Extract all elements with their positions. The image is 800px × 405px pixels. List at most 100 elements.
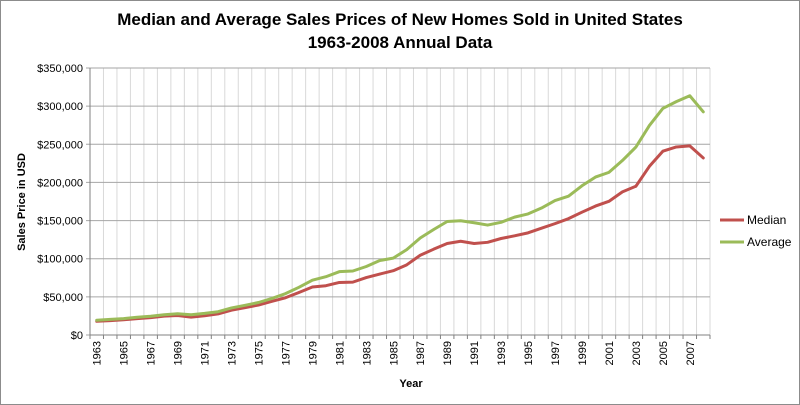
legend-label-median: Median (747, 213, 786, 227)
chart-subtitle: 1963-2008 Annual Data (307, 33, 493, 52)
x-tick-label: 1981 (334, 341, 346, 365)
data-point-average (149, 315, 152, 318)
x-tick-label: 2005 (658, 341, 670, 365)
series-line-median (95, 144, 705, 323)
x-tick-label: 2001 (604, 341, 616, 365)
chart-title-block: Median and Average Sales Prices of New H… (0, 8, 800, 54)
data-point-median (553, 222, 557, 225)
data-point-median (634, 185, 638, 188)
data-point-median (432, 247, 435, 251)
x-tick-label: 1985 (388, 341, 400, 365)
data-point-median (338, 281, 341, 284)
legend-label-average: Average (747, 235, 792, 249)
y-tick-label: $200,000 (37, 177, 83, 189)
data-point-average (621, 159, 624, 162)
data-point-median (607, 200, 611, 203)
data-point-median (702, 156, 705, 160)
data-point-median (297, 291, 301, 294)
data-point-median (513, 234, 516, 238)
x-tick-label: 1975 (253, 341, 265, 365)
data-point-median (445, 242, 449, 245)
x-tick-label: 1991 (469, 341, 481, 365)
x-tick-label: 2003 (631, 341, 643, 365)
y-tick-label: $300,000 (37, 101, 83, 113)
data-point-average (553, 199, 557, 202)
data-point-average (189, 313, 193, 316)
chart-title: Median and Average Sales Prices of New H… (117, 10, 683, 29)
data-point-average (230, 306, 233, 310)
data-point-median (688, 144, 691, 148)
series-line-average (95, 94, 705, 322)
data-point-average (203, 312, 206, 315)
x-tick-label: 1993 (496, 341, 508, 365)
x-tick-label: 1973 (227, 341, 239, 365)
data-point-average (594, 175, 597, 179)
x-axis-title: Year (399, 378, 423, 390)
data-point-average (135, 316, 139, 319)
data-point-average (688, 94, 691, 97)
gridlines (86, 67, 711, 336)
data-point-average (122, 317, 125, 320)
x-tick-label: 1965 (119, 341, 131, 365)
legend: Median Average (720, 213, 792, 249)
data-point-median (567, 217, 570, 220)
data-point-average (162, 313, 166, 316)
data-point-average (499, 221, 503, 224)
data-point-average (513, 215, 516, 219)
x-tick-label: 2007 (685, 341, 697, 365)
data-point-average (176, 312, 179, 315)
data-point-average (580, 184, 584, 187)
data-point-median (365, 276, 368, 279)
data-point-average (297, 286, 301, 289)
data-point-average (540, 206, 543, 210)
data-point-median (216, 312, 220, 316)
data-point-median (419, 254, 422, 257)
data-point-average (661, 107, 665, 110)
data-point-median (540, 227, 543, 230)
x-tick-label: 1971 (200, 341, 212, 365)
data-point-average (419, 236, 422, 240)
data-point-median (243, 306, 247, 309)
data-point-median (351, 280, 355, 284)
data-point-median (499, 237, 503, 240)
data-point-average (95, 319, 98, 322)
data-point-average (338, 270, 341, 273)
data-point-average (109, 318, 112, 321)
data-point-average (675, 100, 678, 103)
data-point-median (580, 210, 584, 214)
data-point-average (526, 212, 530, 216)
data-point-average (392, 256, 395, 260)
data-point-average (634, 145, 638, 149)
x-tick-label: 1977 (280, 341, 292, 365)
y-tick-label: $100,000 (37, 254, 83, 266)
x-tick-label: 1995 (523, 341, 535, 365)
data-point-average (378, 259, 381, 262)
data-point-median (203, 314, 206, 317)
data-point-median (526, 231, 530, 235)
y-tick-label: $250,000 (37, 139, 83, 151)
data-point-median (270, 300, 274, 303)
data-point-average (270, 297, 274, 300)
x-tick-label: 1997 (550, 341, 562, 365)
data-point-average (567, 195, 570, 198)
x-tick-label: 1999 (577, 341, 589, 365)
data-point-median (675, 145, 678, 149)
data-point-average (324, 275, 328, 278)
data-point-average (216, 310, 220, 313)
data-point-median (594, 204, 597, 208)
data-point-average (486, 223, 489, 227)
data-point-average (351, 269, 355, 273)
tick-labels: $0 $50,000 $100,000 $150,000 $200,000 $250,00… (37, 63, 697, 365)
data-point-median (392, 269, 395, 272)
data-point-median (661, 150, 665, 153)
x-tick-label: 1989 (442, 341, 454, 365)
data-point-average (284, 292, 287, 295)
data-point-median (459, 240, 462, 243)
data-point-median (405, 263, 408, 267)
x-tick-label: 1987 (415, 341, 427, 365)
data-point-average (257, 301, 260, 304)
y-axis-title: Sales Price in USD (16, 153, 28, 251)
data-point-average (311, 279, 314, 282)
x-tick-label: 1969 (173, 341, 185, 365)
